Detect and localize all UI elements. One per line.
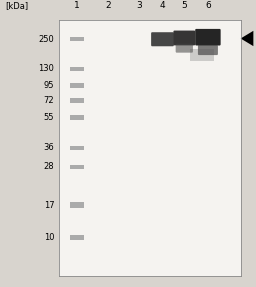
Bar [70,37,84,41]
Text: 1: 1 [74,1,80,10]
Text: 6: 6 [205,1,211,10]
Text: 130: 130 [38,64,54,73]
Text: 17: 17 [44,201,54,210]
Text: 2: 2 [105,1,111,10]
FancyBboxPatch shape [173,30,195,45]
Text: 3: 3 [136,1,142,10]
Bar [70,202,84,208]
Bar [70,235,84,240]
FancyBboxPatch shape [198,45,218,55]
Bar [70,98,84,103]
Text: [kDa]: [kDa] [5,1,28,10]
Bar [70,165,84,169]
Bar [70,67,84,71]
FancyBboxPatch shape [151,32,174,46]
Bar [70,115,84,120]
Text: 55: 55 [44,113,54,122]
Bar [70,146,84,150]
Text: 72: 72 [44,96,54,105]
Text: 4: 4 [160,1,165,10]
Bar [70,83,84,88]
Polygon shape [241,31,253,46]
Text: 95: 95 [44,81,54,90]
Text: 5: 5 [182,1,187,10]
Text: 36: 36 [44,143,54,152]
FancyBboxPatch shape [176,44,193,53]
FancyBboxPatch shape [195,29,221,46]
Text: 28: 28 [44,162,54,171]
Text: 10: 10 [44,233,54,242]
Text: 250: 250 [39,35,54,44]
FancyBboxPatch shape [190,49,214,61]
